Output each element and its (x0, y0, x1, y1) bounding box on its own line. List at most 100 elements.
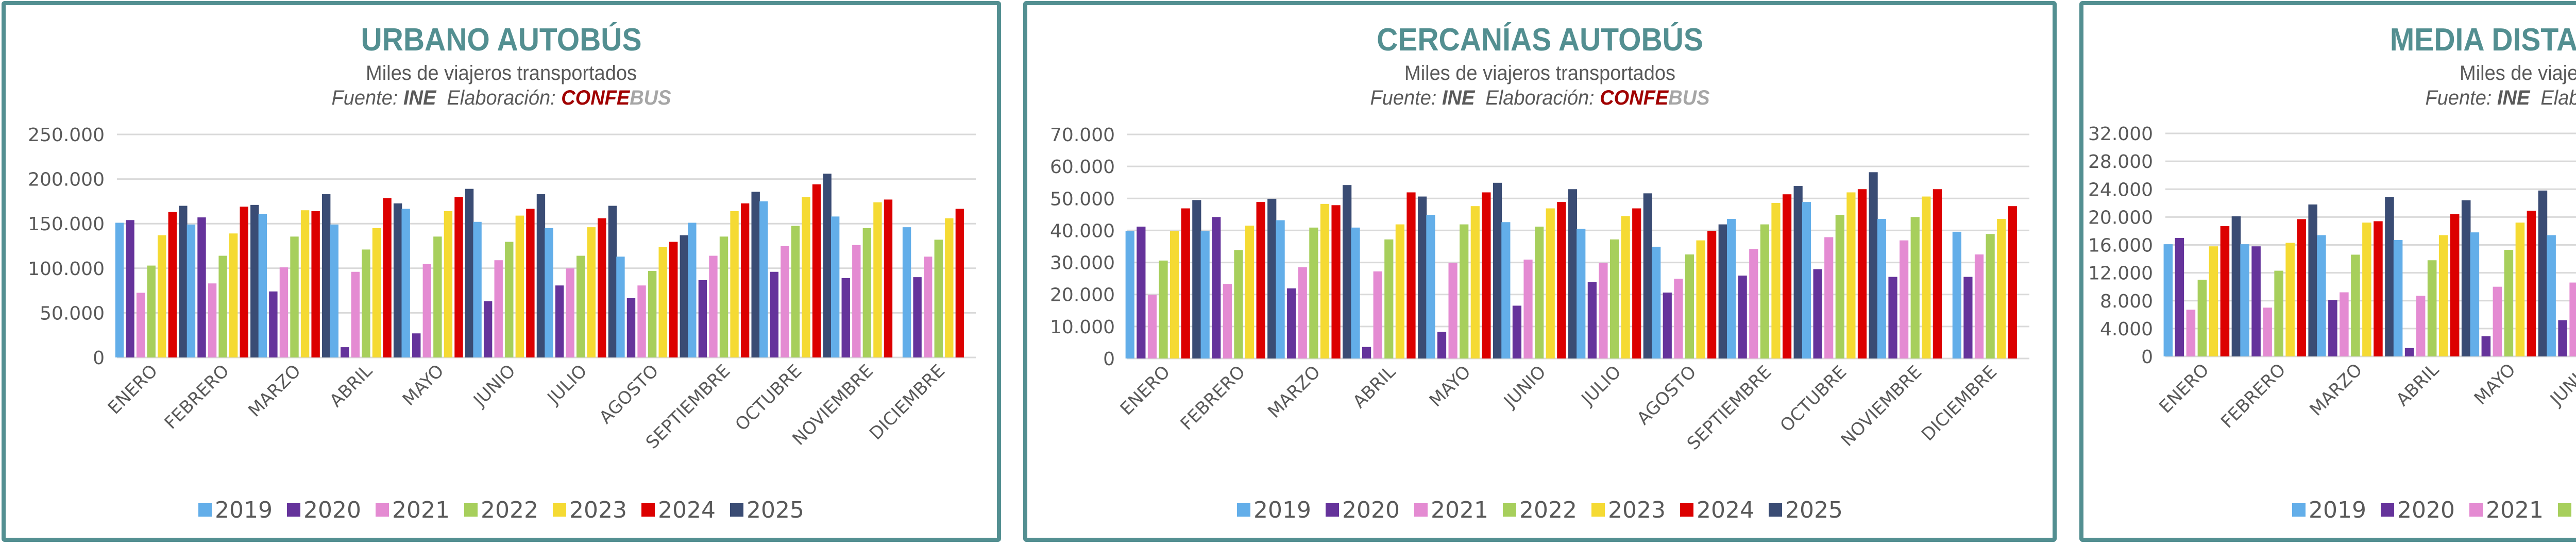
source-confe: CONFE (561, 87, 630, 109)
bar-2020-diciembre (1963, 277, 1973, 358)
legend-item-2019: 2019 (1237, 497, 1311, 523)
bar-2022-marzo (1309, 227, 1318, 358)
x-tick-label: ABRIL (2392, 360, 2443, 410)
bar-2024-febrero (2297, 219, 2306, 356)
bar-2020-septiembre (698, 280, 707, 357)
x-tick-label: DICIEMBRE (1918, 362, 2001, 445)
x-tick-label: JUNIO (469, 361, 519, 411)
bar-2024-mayo (1482, 192, 1491, 358)
bar-2023-agosto (658, 247, 667, 357)
bar-2020-agosto (1663, 292, 1672, 358)
bar-2024-abril (383, 198, 392, 357)
x-tick-label: AGOSTO (1633, 362, 1701, 429)
bar-2019-abril (2393, 240, 2403, 356)
bar-2019-mayo (1426, 214, 1435, 358)
legend-item-2024: 2024 (1680, 497, 1754, 523)
legend-label: 2025 (1785, 497, 1843, 523)
bar-2025-febrero (2308, 204, 2317, 356)
bar-2024-diciembre (2008, 206, 2017, 358)
bar-2020-abril (341, 347, 349, 357)
bar-2021-enero (136, 293, 145, 357)
x-tick-label: ABRIL (1349, 362, 1399, 412)
bar-2021-febrero (2263, 307, 2272, 356)
bar-chart-media-distancia: 0 4.000 8.000 12.000 16.000 20.000 24.000 28.00… (2088, 124, 2576, 432)
legend-swatch (198, 503, 212, 517)
bar-2023-febrero (2285, 243, 2295, 356)
bar-2024-noviembre (884, 199, 893, 357)
chart-title: CERCANÍAS AUTOBÚS (1377, 22, 1703, 58)
bar-2019-octubre (759, 201, 768, 357)
bar-2022-febrero (218, 255, 227, 357)
bar-2023-noviembre (1922, 196, 1931, 358)
bar-2024-agosto (669, 242, 678, 357)
bar-2020-enero (2175, 237, 2184, 356)
bar-2019-agosto (1652, 247, 1661, 358)
bar-2025-julio (1643, 193, 1652, 358)
bar-2019-julio (1577, 229, 1586, 358)
bar-2019-enero (115, 223, 124, 357)
bar-2021-febrero (1223, 284, 1232, 358)
bar-2021-noviembre (852, 245, 861, 357)
x-tick-label: MARZO (244, 361, 305, 421)
chart-legend: 2019 2020 2021 2022 2023 2024 2025 (1027, 497, 2053, 523)
y-tick-label: 20.000 (2088, 207, 2153, 228)
bar-2024-diciembre (955, 209, 964, 357)
x-tick-label: MAYO (2470, 360, 2520, 409)
x-tick-label: ENERO (2155, 360, 2213, 417)
x-tick-label: MAYO (1426, 362, 1475, 411)
bar-2025-agosto (680, 235, 688, 357)
bar-2023-septiembre (730, 211, 739, 357)
bar-2022-julio (576, 255, 585, 357)
bar-2023-octubre (802, 197, 810, 357)
bar-2025-mayo (1493, 182, 1502, 358)
bar-2019-enero (2163, 244, 2173, 356)
legend-item-2021: 2021 (1414, 497, 1488, 523)
bar-2020-marzo (1287, 288, 1296, 358)
legend-label: 2021 (2486, 497, 2544, 523)
bar-2022-abril (1384, 239, 1394, 358)
bar-2019-septiembre (688, 223, 697, 357)
x-tick-label: MARZO (2306, 360, 2367, 420)
bar-2023-diciembre (1997, 219, 2006, 358)
bar-2019-mayo (2470, 232, 2480, 356)
x-tick-label: ENERO (1116, 362, 1174, 419)
bar-2023-mayo (444, 211, 453, 357)
source-elaboracion: Elaboración: (436, 87, 562, 109)
y-tick-label: 4.000 (2100, 319, 2153, 340)
bar-2025-septiembre (751, 192, 760, 357)
bar-chart-cercanias: 0 10.000 20.000 30.000 40.000 50.000 60.000 70.… (1050, 125, 2029, 454)
legend-item-2019: 2019 (198, 497, 273, 523)
source-bus: BUS (1668, 87, 1710, 109)
y-tick-label: 50.000 (40, 303, 105, 324)
source-bus: BUS (630, 87, 671, 109)
bar-2019-junio (1501, 222, 1511, 358)
bar-2021-abril (2416, 296, 2426, 356)
bar-2023-agosto (1696, 240, 1705, 358)
bar-2024-octubre (1857, 189, 1867, 358)
x-tick-label: MARZO (1264, 362, 1325, 422)
bar-2019-diciembre (1952, 231, 1961, 358)
chart-source: Fuente: INE Elaboración: CONFEBUS (30, 87, 972, 110)
bar-2019-noviembre (831, 216, 840, 357)
bar-2025-enero (179, 206, 188, 357)
bar-2025-marzo (321, 194, 331, 357)
bar-2025-febrero (250, 204, 259, 357)
bar-2023-abril (372, 228, 381, 357)
bar-2019-diciembre (902, 227, 911, 357)
bar-2022-noviembre (1910, 217, 1920, 358)
bar-2023-mayo (2515, 223, 2525, 356)
bar-2022-enero (147, 265, 156, 357)
bar-2021-marzo (279, 267, 289, 357)
bar-2024-enero (168, 212, 177, 357)
bar-2022-diciembre (1986, 234, 1995, 358)
bar-2023-diciembre (945, 218, 954, 357)
x-tick-label: JULIO (543, 361, 591, 409)
x-tick-label: MAYO (399, 361, 448, 410)
bar-2021-octubre (781, 246, 789, 357)
bar-2020-enero (1137, 226, 1146, 358)
bar-2024-octubre (812, 184, 821, 357)
legend-item-2025: 2025 (1768, 497, 1843, 523)
bar-2021-marzo (2340, 292, 2349, 356)
bar-2021-abril (351, 271, 360, 357)
bar-2023-marzo (1320, 203, 1330, 358)
